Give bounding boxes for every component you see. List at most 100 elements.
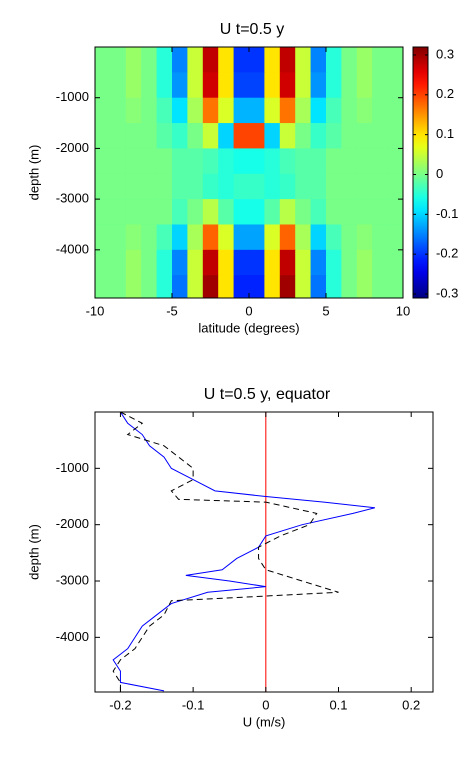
- heatmap-cell: [202, 47, 219, 73]
- heatmap-cell: [187, 275, 204, 298]
- heatmap-cell: [326, 199, 342, 225]
- x-tick-label: 10: [396, 303, 410, 318]
- heatmap-cell: [279, 275, 296, 298]
- heatmap-cell: [202, 173, 219, 200]
- heatmap-cell: [387, 47, 403, 73]
- heatmap-cell: [264, 97, 281, 124]
- heatmap-cell: [141, 275, 158, 298]
- heatmap-cell: [326, 72, 342, 99]
- heatmap-cell: [156, 47, 173, 73]
- colorbar-tick-label: -0.2: [436, 246, 458, 261]
- heatmap-cell: [326, 123, 342, 149]
- heatmap-cell: [95, 224, 111, 251]
- heatmap-cell: [110, 224, 127, 251]
- heatmap-cell: [372, 275, 389, 298]
- heatmap-cell: [218, 47, 235, 73]
- heatmap-cell: [264, 123, 281, 149]
- heatmap-cell: [387, 275, 403, 298]
- heatmap-cell: [356, 47, 373, 73]
- y-axis-label: depth (m): [26, 524, 41, 580]
- heatmap-cell: [295, 173, 312, 200]
- plot-frame: [94, 411, 434, 693]
- heatmap-cell: [125, 47, 142, 73]
- heatmap-cell: [295, 275, 312, 298]
- heatmap-cell: [187, 123, 204, 149]
- heatmap-cell: [141, 249, 158, 276]
- heatmap-cell: [326, 47, 342, 73]
- heatmap-cell: [233, 97, 250, 124]
- heatmap-cell: [156, 72, 173, 99]
- heatmap-cell: [187, 72, 204, 99]
- heatmap-cell: [249, 249, 265, 276]
- heatmap-cell: [295, 97, 312, 124]
- heatmap-cell: [202, 72, 219, 99]
- heatmap-cell: [125, 249, 142, 276]
- heatmap-cell: [310, 275, 327, 298]
- heatmap-cell: [310, 72, 327, 99]
- x-tick-label: -10: [86, 303, 105, 318]
- y-tick-label: -4000: [56, 241, 89, 256]
- heatmap-cell: [95, 199, 111, 225]
- colorbar-tick-label: -0.3: [436, 285, 458, 300]
- heatmap-cell: [172, 72, 188, 99]
- heatmap-cell: [264, 72, 281, 99]
- heatmap-cell: [125, 148, 142, 175]
- colorbar-tick-label: 0.1: [436, 126, 454, 141]
- x-tick-label: -5: [166, 303, 178, 318]
- y-axis-label: depth (m): [26, 145, 41, 201]
- heatmap-cell: [156, 224, 173, 251]
- heatmap-cell: [187, 173, 204, 200]
- heatmap-cell: [279, 148, 296, 175]
- heatmap-cell: [156, 123, 173, 149]
- heatmap-cell: [218, 199, 235, 225]
- heatmap-cell: [202, 275, 219, 298]
- heatmap-cell: [202, 249, 219, 276]
- heatmap-cell: [125, 173, 142, 200]
- heatmap-cell: [110, 173, 127, 200]
- colorbar-tick-label: 0: [436, 166, 443, 181]
- heatmap-cell: [356, 72, 373, 99]
- heatmap-cell: [156, 249, 173, 276]
- heatmap-cell: [95, 249, 111, 276]
- x-tick-label: 0: [245, 303, 252, 318]
- heatmap-cell: [218, 173, 235, 200]
- heatmap-cell: [218, 249, 235, 276]
- heatmap-cell: [249, 97, 265, 124]
- heatmap-cell: [95, 47, 111, 73]
- heatmap-cell: [95, 275, 111, 298]
- heatmap-cell: [110, 199, 127, 225]
- heatmap-cell: [387, 249, 403, 276]
- heatmap-cell: [156, 199, 173, 225]
- heatmap-cell: [326, 275, 342, 298]
- heatmap-cell: [187, 47, 204, 73]
- x-axis-label: U (m/s): [243, 714, 286, 729]
- heatmap-cell: [279, 123, 296, 149]
- heatmap-cell: [125, 97, 142, 124]
- heatmap-cell: [187, 97, 204, 124]
- heatmap-cell: [356, 148, 373, 175]
- heatmap-cell: [141, 97, 158, 124]
- heatmap-cell: [172, 249, 188, 276]
- heatmap-cell: [125, 224, 142, 251]
- heatmap-cell: [233, 173, 250, 200]
- heatmap-cell: [233, 199, 250, 225]
- heatmap-cell: [172, 173, 188, 200]
- heatmap-cell: [326, 97, 342, 124]
- heatmap-cell: [341, 97, 358, 124]
- y-tick-label: -1000: [56, 89, 89, 104]
- heatmap-cell: [110, 47, 127, 73]
- heatmap-cell: [372, 173, 389, 200]
- heatmap-cell: [310, 199, 327, 225]
- heatmap-cell: [95, 72, 111, 99]
- heatmap-cell: [202, 148, 219, 175]
- heatmap-cell: [125, 72, 142, 99]
- heatmap-cell: [356, 224, 373, 251]
- heatmap-cell: [233, 275, 250, 298]
- heatmap-cell: [387, 72, 403, 99]
- heatmap-cell: [141, 173, 158, 200]
- heatmap-cell: [326, 173, 342, 200]
- y-tick-label: -3000: [56, 572, 89, 587]
- heatmap-cell: [233, 123, 250, 149]
- heatmap-cell: [356, 199, 373, 225]
- heatmap-cell: [264, 224, 281, 251]
